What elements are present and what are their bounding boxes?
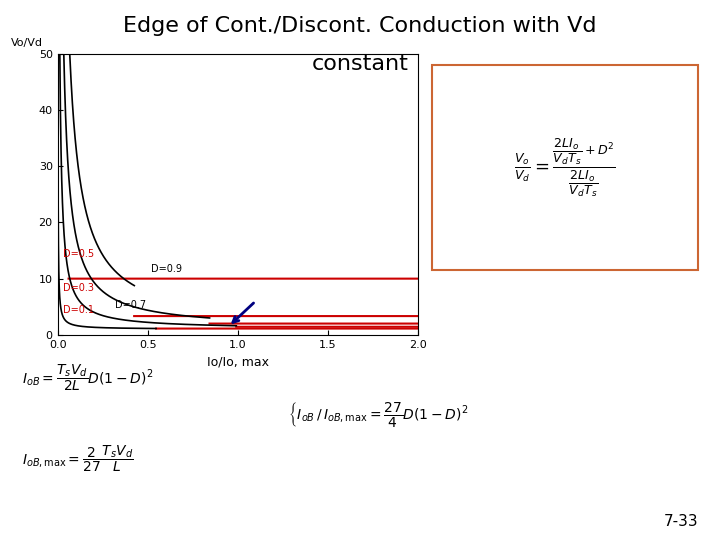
X-axis label: Io/Io, max: Io/Io, max (207, 355, 269, 368)
Text: $I_{oB,\mathrm{max}} = \dfrac{2}{27} \dfrac{T_s V_d}{L}$: $I_{oB,\mathrm{max}} = \dfrac{2}{27} \df… (22, 443, 133, 474)
Text: $\frac{V_o}{V_d} = \frac{\dfrac{2LI_o}{V_d T_s} + D^2}{\dfrac{2LI_o}{V_d T_s}}$: $\frac{V_o}{V_d} = \frac{\dfrac{2LI_o}{V… (514, 136, 616, 199)
Text: D=0.9: D=0.9 (151, 264, 182, 274)
Text: D=0.5: D=0.5 (63, 249, 94, 259)
Text: $I_{oB} = \dfrac{T_s V_d}{2L} D(1-D)^2$: $I_{oB} = \dfrac{T_s V_d}{2L} D(1-D)^2$ (22, 362, 153, 393)
Text: Vo/Vd: Vo/Vd (11, 38, 42, 49)
Text: Edge of Cont./Discont. Conduction with Vd: Edge of Cont./Discont. Conduction with V… (123, 16, 597, 36)
Text: D=0.3: D=0.3 (63, 282, 94, 293)
Text: 7-33: 7-33 (664, 514, 698, 529)
Text: $\left\{ I_{oB} \,/\, I_{oB,\mathrm{max}} = \dfrac{27}{4} D(1-D)^2 \right.$: $\left\{ I_{oB} \,/\, I_{oB,\mathrm{max}… (288, 400, 468, 429)
Text: D=0.7: D=0.7 (115, 300, 146, 309)
Text: D=0.1: D=0.1 (63, 305, 94, 315)
Text: constant: constant (312, 54, 408, 74)
